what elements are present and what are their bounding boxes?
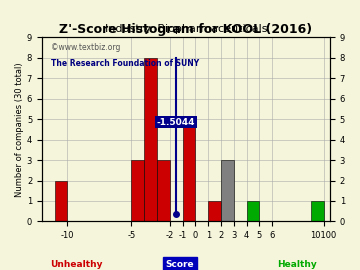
Bar: [311, 201, 324, 221]
Y-axis label: Number of companies (30 total): Number of companies (30 total): [15, 62, 24, 197]
Bar: [157, 160, 170, 221]
Text: ©www.textbiz.org: ©www.textbiz.org: [50, 43, 120, 52]
Text: Industry: Biopharmaceuticals: Industry: Biopharmaceuticals: [105, 23, 267, 33]
Bar: [183, 119, 195, 221]
Text: -1.5044: -1.5044: [157, 118, 195, 127]
Text: Healthy: Healthy: [277, 260, 317, 269]
Text: Score: Score: [166, 260, 194, 269]
Bar: [221, 160, 234, 221]
Bar: [247, 201, 260, 221]
Bar: [55, 181, 67, 221]
Text: The Research Foundation of SUNY: The Research Foundation of SUNY: [50, 59, 199, 68]
Title: Z'-Score Histogram for KOOL (2016): Z'-Score Histogram for KOOL (2016): [59, 23, 312, 36]
Bar: [144, 58, 157, 221]
Text: Unhealthy: Unhealthy: [50, 260, 103, 269]
Bar: [131, 160, 144, 221]
Bar: [208, 201, 221, 221]
